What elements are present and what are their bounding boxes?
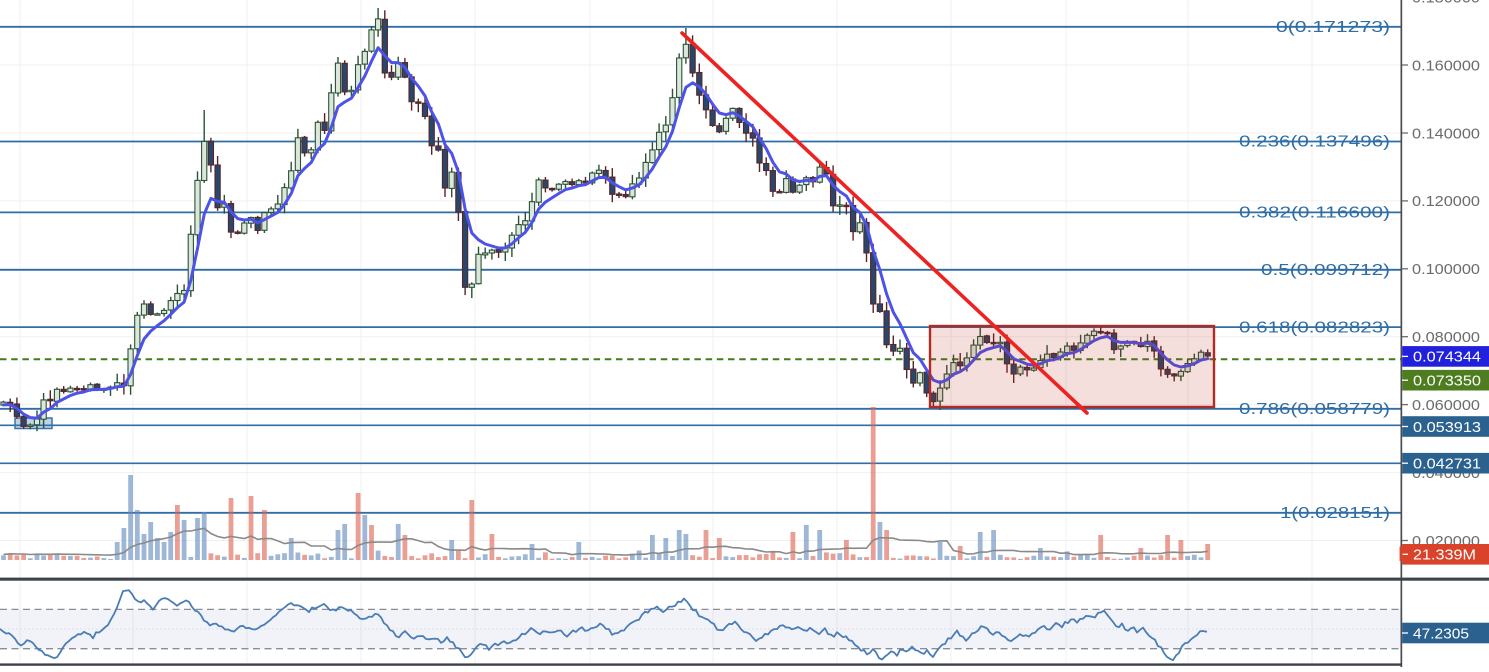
svg-text:0.5(0.099712): 0.5(0.099712) xyxy=(1261,262,1390,279)
svg-text:0.053913: 0.053913 xyxy=(1413,419,1481,436)
svg-text:0.382(0.116600): 0.382(0.116600) xyxy=(1239,205,1390,222)
svg-text:0.786(0.058779): 0.786(0.058779) xyxy=(1239,401,1390,418)
svg-text:0.074344: 0.074344 xyxy=(1413,349,1481,366)
svg-text:21.339M: 21.339M xyxy=(1413,547,1476,564)
svg-text:0.073350: 0.073350 xyxy=(1413,373,1481,390)
svg-text:0.180000: 0.180000 xyxy=(1412,0,1480,6)
svg-text:0.140000: 0.140000 xyxy=(1412,125,1480,142)
svg-text:47.2305: 47.2305 xyxy=(1413,625,1469,642)
svg-text:0.042731: 0.042731 xyxy=(1413,456,1481,473)
svg-text:0.618(0.082823): 0.618(0.082823) xyxy=(1239,319,1390,336)
svg-text:0.060000: 0.060000 xyxy=(1412,397,1480,414)
svg-text:1(0.028151): 1(0.028151) xyxy=(1280,505,1390,522)
svg-text:0.080000: 0.080000 xyxy=(1412,329,1480,346)
svg-text:0.236(0.137496): 0.236(0.137496) xyxy=(1239,134,1390,151)
svg-text:0.160000: 0.160000 xyxy=(1412,57,1480,74)
svg-text:0.100000: 0.100000 xyxy=(1412,261,1480,278)
svg-text:0(0.171273): 0(0.171273) xyxy=(1276,19,1390,36)
svg-text:0.120000: 0.120000 xyxy=(1412,193,1480,210)
